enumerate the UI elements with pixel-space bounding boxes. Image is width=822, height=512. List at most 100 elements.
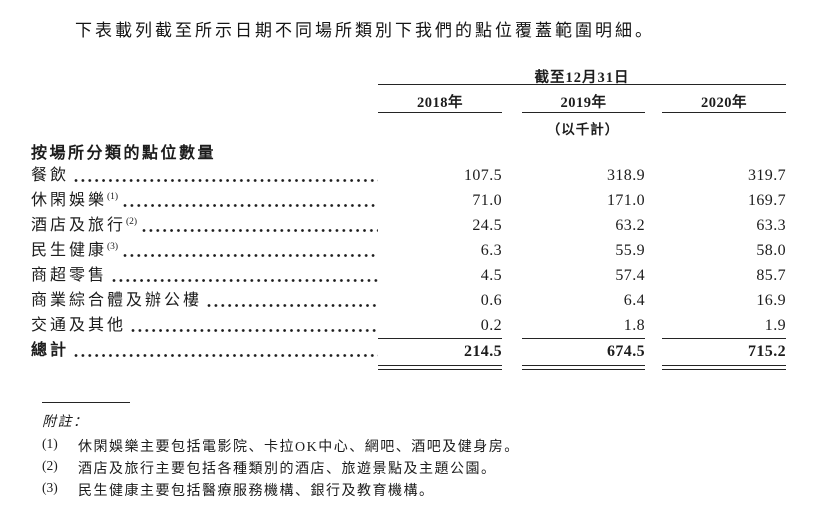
row-label: 餐飲 (31, 167, 70, 184)
footnote-text: 民生健康主要包括醫療服務機構、銀行及教育機構。 (78, 484, 435, 499)
column-gap (502, 213, 522, 238)
row-label: 民生健康(3) (31, 238, 118, 263)
row-label-cell: 休閑娛樂(1) (31, 188, 378, 213)
value-2018: 4.5 (480, 267, 502, 284)
footnote-ref-3: (3) (107, 242, 119, 252)
total-2019: 674.5 (522, 338, 645, 364)
leader-dots (111, 263, 378, 288)
value-2020: 169.7 (748, 192, 786, 209)
row-label-cell: 餐飲 (31, 163, 378, 188)
row-label: 商業綜合體及辦公樓 (31, 292, 203, 309)
double-rule-2020 (662, 364, 786, 370)
column-gap (645, 238, 662, 263)
footnote-marker: (1) (42, 436, 58, 451)
coverage-table: 截至12月31日 2018年 2019年 2020年 （以千計） 按場所分類的點… (31, 63, 786, 370)
footnote-item: (3) 民生健康主要包括醫療服務機構、銀行及教育機構。 (42, 480, 435, 500)
leader-dots (206, 288, 378, 313)
table-row: 商業綜合體及辦公樓 0.6 6.4 16.9 (31, 288, 786, 313)
value-2020: 319.7 (748, 167, 786, 184)
table-row: 交通及其他 0.2 1.8 1.9 (31, 313, 786, 338)
column-gap (645, 163, 662, 188)
column-gap (645, 263, 662, 288)
column-gap (502, 163, 522, 188)
column-rule-2019 (522, 112, 645, 113)
row-label: 酒店及旅行(2) (31, 213, 137, 238)
period-header: 截至12月31日 (534, 70, 630, 86)
footnote-marker: (3) (42, 480, 58, 495)
footnote-ref-1: (1) (107, 192, 119, 202)
footnote-ref-2: (2) (126, 217, 138, 227)
row-label-cell: 商業綜合體及辦公樓 (31, 288, 378, 313)
row-label-cell: 民生健康(3) (31, 238, 378, 263)
leader-dots (141, 213, 378, 238)
row-label: 交通及其他 (31, 317, 127, 334)
table-row: 休閑娛樂(1) 71.0 171.0 169.7 (31, 188, 786, 213)
value-2020: 85.7 (756, 267, 786, 284)
column-gap (645, 213, 662, 238)
total-2020: 715.2 (662, 338, 786, 364)
value-2019: 55.9 (615, 242, 645, 259)
unit-note: （以千計） (546, 122, 620, 137)
value-2020: 1.9 (764, 317, 786, 334)
column-gap (502, 238, 522, 263)
row-label-text: 休閑娛樂 (31, 192, 108, 209)
column-gap (645, 288, 662, 313)
double-rule-2018 (378, 364, 502, 370)
table-row: 商超零售 4.5 57.4 85.7 (31, 263, 786, 288)
value-2018: 6.3 (480, 242, 502, 259)
column-gap (502, 263, 522, 288)
intro-paragraph: 下表載列截至所示日期不同場所類別下我們的點位覆蓋範圍明細。 (75, 21, 655, 40)
total-2018: 214.5 (378, 338, 502, 364)
row-label-text: 酒店及旅行 (31, 217, 127, 234)
value-2018: 107.5 (464, 167, 502, 184)
column-gap (645, 363, 662, 371)
leader-dots (73, 163, 378, 188)
value-2018: 71.0 (472, 192, 502, 209)
footnote-title: 附註： (42, 415, 89, 430)
value-2019: 63.2 (615, 217, 645, 234)
total-label-cell: 總計 (31, 338, 378, 364)
value-2019: 57.4 (615, 267, 645, 284)
row-label-cell: 交通及其他 (31, 313, 378, 338)
table-row: 民生健康(3) 6.3 55.9 58.0 (31, 238, 786, 263)
value-2020: 63.3 (756, 217, 786, 234)
header-rule (378, 84, 786, 85)
column-gap (502, 313, 522, 338)
leader-dots (122, 238, 378, 263)
table-row: 酒店及旅行(2) 24.5 63.2 63.3 (31, 213, 786, 238)
value-2019: 1.8 (623, 317, 645, 334)
row-label: 休閑娛樂(1) (31, 188, 118, 213)
table-body: 餐飲 107.5 318.9 319.7 休閑娛樂(1) 71.0 171.0 … (31, 163, 786, 371)
value-2018: 24.5 (472, 217, 502, 234)
column-gap (502, 338, 522, 364)
column-gap (502, 188, 522, 213)
column-gap (645, 188, 662, 213)
row-label-cell: 酒店及旅行(2) (31, 213, 378, 238)
footnote-item: (1) 休閑娛樂主要包括電影院、卡拉OK中心、網吧、酒吧及健身房。 (42, 436, 520, 456)
value-2018: 0.6 (480, 292, 502, 309)
double-rule-2019 (522, 364, 645, 370)
column-gap (502, 363, 522, 371)
footnote-item: (2) 酒店及旅行主要包括各種類別的酒店、旅遊景點及主題公園。 (42, 458, 497, 478)
value-2019: 318.9 (607, 167, 645, 184)
column-header-2018: 2018年 (417, 95, 463, 111)
value-2020: 16.9 (756, 292, 786, 309)
section-header: 按場所分類的點位數量 (31, 145, 217, 162)
column-gap (31, 363, 378, 371)
column-gap (502, 288, 522, 313)
column-rule-2018 (378, 112, 502, 113)
total-label: 總計 (31, 342, 70, 359)
leader-dots (122, 188, 378, 213)
row-label-cell: 商超零售 (31, 263, 378, 288)
footnote-text: 休閑娛樂主要包括電影院、卡拉OK中心、網吧、酒吧及健身房。 (78, 440, 520, 455)
column-rule-2020 (662, 112, 786, 113)
value-2019: 6.4 (623, 292, 645, 309)
row-label: 商超零售 (31, 267, 108, 284)
footnote-marker: (2) (42, 458, 58, 473)
total-row: 總計 214.5 674.5 715.2 (31, 338, 786, 364)
footnote-text: 酒店及旅行主要包括各種類別的酒店、旅遊景點及主題公園。 (78, 462, 497, 477)
leader-dots (130, 313, 378, 338)
leader-dots (73, 338, 378, 364)
column-header-2019: 2019年 (560, 95, 607, 111)
